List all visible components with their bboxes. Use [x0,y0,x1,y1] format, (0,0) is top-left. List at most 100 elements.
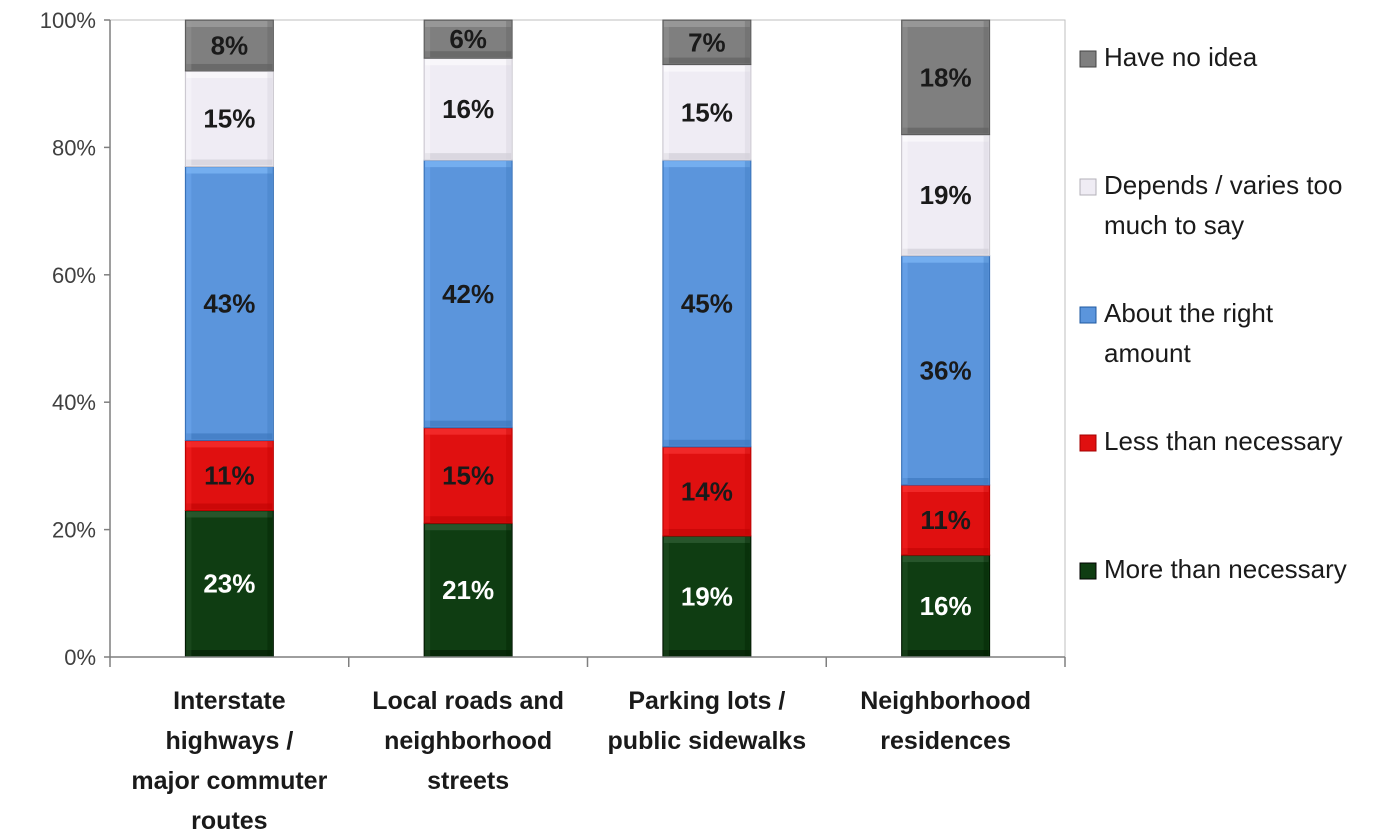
data-label: 45% [681,288,733,318]
legend-swatch [1079,306,1097,324]
bar-bevel-right [983,256,989,485]
bar-bevel-top [425,524,512,531]
bar-bevel-left [186,441,192,510]
bar-bevel-right [744,21,750,64]
bar-bevel-left [663,447,669,535]
bar-bevel-right [506,59,512,160]
bar-segment-depends-varies-too-much-to-say: 16% [423,57,513,161]
data-label: 7% [688,27,726,57]
x-category-label-line: Interstate [173,687,286,715]
bar-segment-less-than-necessary: 11% [901,484,991,556]
legend-label: About the right amount [1104,298,1274,368]
data-label: 23% [203,569,255,599]
bar-bevel-top [902,21,989,27]
legend-swatch [1079,50,1097,68]
bar-bevel-top [186,71,273,78]
y-axis: 0% 20% 40% 60% 80% 100% [40,8,111,670]
bar-bevel-bottom [425,51,512,58]
bar-bevel-right [506,21,512,58]
x-category-label: Local roads and neighborhood streets [372,687,564,795]
bar-rect [901,19,991,136]
data-label: 19% [920,180,972,210]
bar-segment-more-than-necessary: 16% [901,554,991,658]
bar-bevel-top [663,536,750,543]
bar-bevel-top [186,21,273,27]
bar-bevel-left [663,161,669,446]
data-label: 14% [681,476,733,506]
bar-segment-about-the-right-amount: 42% [423,159,513,429]
bar-bevel-left [186,511,192,656]
x-category-label-line: residences [880,727,1011,755]
y-tick-label: 100% [40,8,96,33]
bar-bevel-bottom [186,433,273,440]
bar-bevel-top [186,511,273,518]
bar-bevel-left [902,256,908,485]
bar-bevel-left [425,161,431,427]
bar-segment-have-no-idea: 18% [901,19,991,136]
bar-segment-more-than-necessary: 19% [662,535,752,658]
bar-bevel-top [902,486,989,493]
x-category-label-line: Neighborhood [860,687,1031,715]
legend-label-line: Less than necessary [1104,426,1342,456]
bar-segment-about-the-right-amount: 43% [184,166,274,441]
x-category-label-line: neighborhood [384,727,552,755]
bar-rect [662,159,752,448]
x-category-label-line: public sidewalks [608,727,807,755]
data-label: 11% [920,505,971,535]
bar-rect [662,446,752,537]
bar-bevel-right [506,161,512,427]
bar-segment-have-no-idea: 8% [184,19,274,72]
bar-bevel-top [186,167,273,174]
bar-bevel-right [267,71,273,166]
bar-bevel-right [267,441,273,510]
bar-bevel-bottom [425,153,512,160]
legend-label: Have no idea [1104,42,1258,72]
bar-segment-less-than-necessary: 11% [184,439,274,511]
data-label: 36% [920,355,972,385]
bar-bevel-right [744,536,750,656]
data-label: 21% [442,575,494,605]
bar-bevel-top [425,59,512,66]
bar-bevel-top [663,161,750,168]
bar-bevel-bottom [425,420,512,427]
y-tick-label: 60% [52,263,96,288]
bar-bevel-bottom [663,153,750,160]
bar-rect [901,255,991,486]
bar-bevel-top [902,256,989,263]
bar-rect [901,134,991,257]
bar-bevel-bottom [663,528,750,535]
bar-bevel-bottom [186,63,273,70]
bar-segment-more-than-necessary: 23% [184,509,274,658]
legend-item-have-no-idea: Have no idea [1079,42,1258,72]
bar-bevel-bottom [425,650,512,656]
bar-bevel-top [663,21,750,27]
bar-bevel-right [744,65,750,160]
bar-bevel-left [425,21,431,58]
bar-bevel-top [902,556,989,563]
data-label: 8% [211,30,249,60]
legend-label-line: Depends / varies too [1104,170,1342,200]
bar-bevel-bottom [425,516,512,523]
legend-label-line: amount [1104,338,1191,368]
legend-label-line: much to say [1104,210,1244,240]
bar-rect [662,19,752,66]
bar-rect [184,70,274,168]
legend-label-line: More than necessary [1104,554,1347,584]
legend: Have no idea Depends / varies too much to … [1079,42,1347,584]
x-category-label-line: routes [191,807,267,835]
y-tick-label: 20% [52,518,96,543]
bar-segment-have-no-idea: 7% [662,19,752,66]
bar-bevel-left [663,65,669,160]
bar-bevel-left [902,21,908,134]
plot-area: 23% 11% 43% 15% 8% 21% 15% 42% 16% 6% 19% 14% 45% 15%… [109,19,1066,658]
data-label: 6% [449,24,487,54]
bar-rect [184,19,274,72]
bar-bevel-bottom [902,248,989,255]
x-category-label: Parking lots / public sidewalks [608,687,807,755]
data-label: 42% [442,279,494,309]
bar-bevel-top [663,65,750,72]
bar-rect [423,522,513,658]
bar-bevel-top [186,441,273,448]
bar-segment-about-the-right-amount: 36% [901,255,991,486]
